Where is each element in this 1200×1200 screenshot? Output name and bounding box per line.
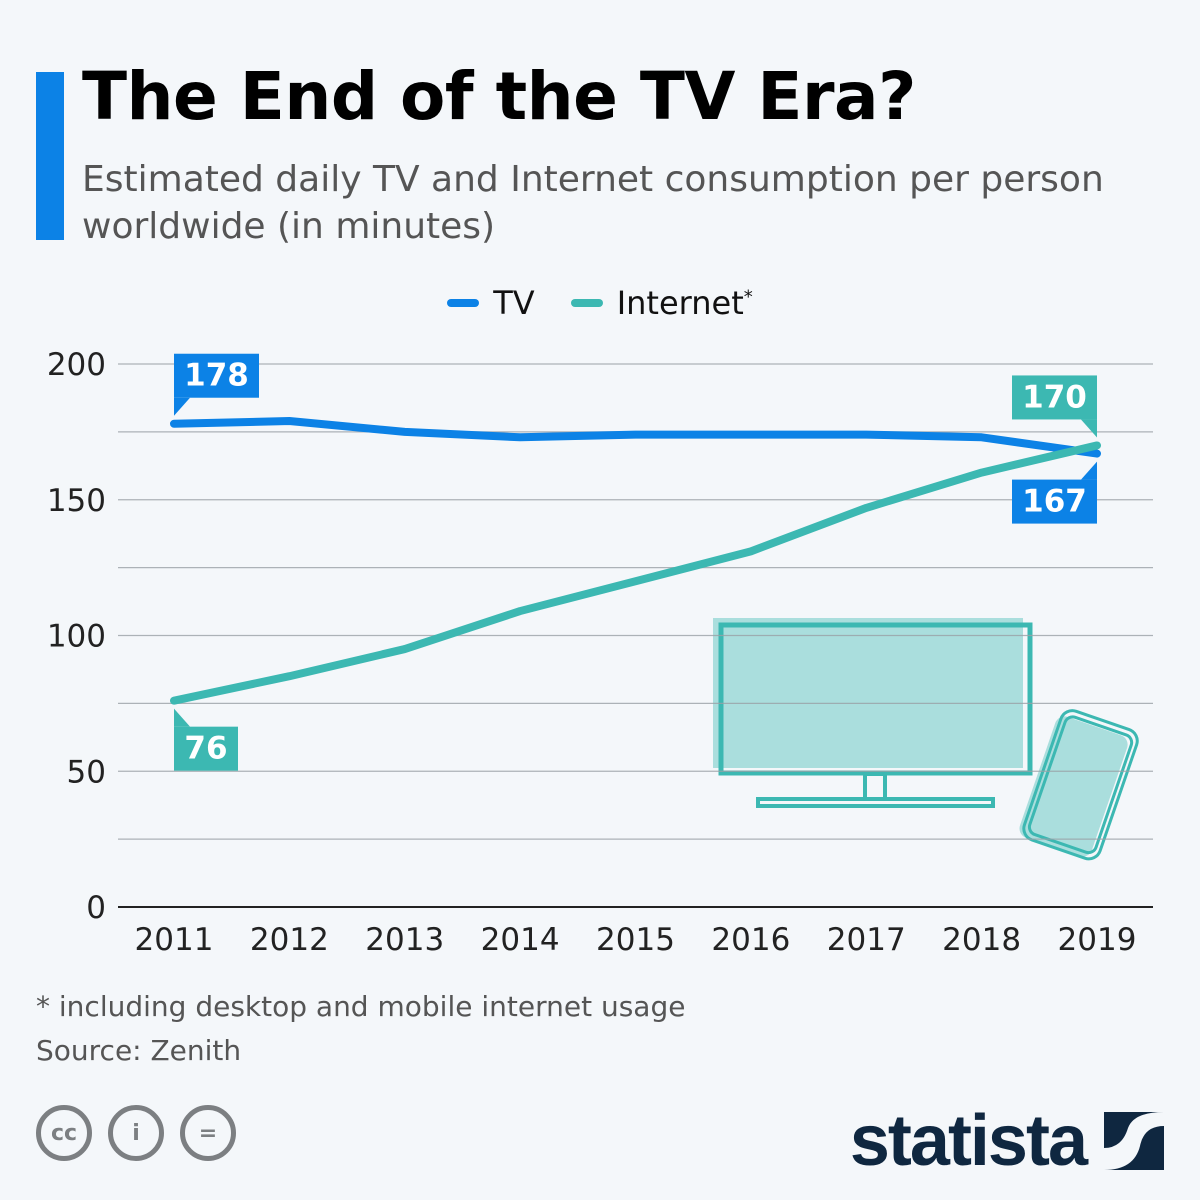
- statista-mark-icon: [1104, 1112, 1164, 1170]
- page-title: The End of the TV Era?: [82, 58, 916, 135]
- statista-logo[interactable]: statista: [850, 1100, 1164, 1182]
- legend-label-internet-text: Internet: [616, 284, 744, 322]
- x-tick-label: 2017: [827, 922, 906, 958]
- x-tick-label: 2018: [942, 922, 1021, 958]
- y-tick-label: 50: [67, 754, 106, 790]
- x-tick-label: 2013: [365, 922, 444, 958]
- x-tick-label: 2014: [481, 922, 560, 958]
- source: Source: Zenith: [36, 1034, 242, 1067]
- series-line-tv: [170, 417, 1101, 458]
- y-tick-label: 0: [86, 890, 106, 926]
- data-label-pointer: [1081, 419, 1097, 438]
- data-label-text: 167: [1022, 484, 1087, 520]
- x-tick-label: 2011: [135, 922, 214, 958]
- data-label-internet-2011: 76: [174, 708, 238, 771]
- legend-swatch-internet: [570, 299, 603, 307]
- data-label-text: 76: [184, 731, 227, 767]
- footnote: * including desktop and mobile internet …: [36, 990, 686, 1023]
- legend: TV Internet*: [0, 284, 1200, 322]
- line-chart: 0 50 100 150 200 2011 2012 2013 2014 2015 2016 2017…: [47, 347, 1153, 958]
- data-label-tv-2011: 178: [174, 353, 259, 416]
- page-subtitle: Estimated daily TV and Internet consumpt…: [82, 159, 1104, 247]
- smartphone-icon: [1019, 709, 1139, 861]
- data-label-tv-2019: 167: [1012, 461, 1097, 524]
- no-derivatives-icon[interactable]: =: [180, 1105, 236, 1161]
- logo-text: statista: [849, 1101, 1088, 1181]
- data-label-text: 178: [184, 358, 249, 394]
- legend-label-internet-asterisk: *: [743, 286, 753, 308]
- attribution-icon[interactable]: i: [108, 1105, 164, 1161]
- y-tick-label: 100: [47, 619, 106, 655]
- x-tick-label: 2015: [596, 922, 675, 958]
- x-tick-label: 2012: [250, 922, 329, 958]
- data-label-text: 170: [1022, 379, 1087, 415]
- legend-label-tv: TV: [493, 284, 535, 322]
- data-label-box: [1012, 375, 1097, 420]
- legend-label-internet: Internet*: [617, 284, 753, 322]
- data-label-box: [174, 726, 238, 771]
- data-label-pointer: [174, 708, 190, 727]
- cc-icon[interactable]: cc: [36, 1105, 92, 1161]
- illustration: [713, 618, 1139, 861]
- data-label-pointer: [1081, 461, 1097, 480]
- y-tick-label: 200: [47, 347, 106, 383]
- data-label-box: [174, 353, 259, 398]
- data-label-pointer: [174, 397, 190, 416]
- legend-swatch-tv: [447, 299, 480, 307]
- legend-item-tv: TV: [447, 284, 535, 322]
- x-tick-label: 2016: [711, 922, 790, 958]
- data-label-internet-2019: 170: [1012, 375, 1097, 438]
- y-tick-label: 150: [47, 483, 106, 519]
- data-label-box: [1012, 479, 1097, 524]
- tv-monitor-icon: [713, 618, 1033, 808]
- legend-item-internet: Internet*: [570, 284, 753, 322]
- x-tick-label: 2019: [1058, 922, 1137, 958]
- accent-bar: [36, 72, 64, 240]
